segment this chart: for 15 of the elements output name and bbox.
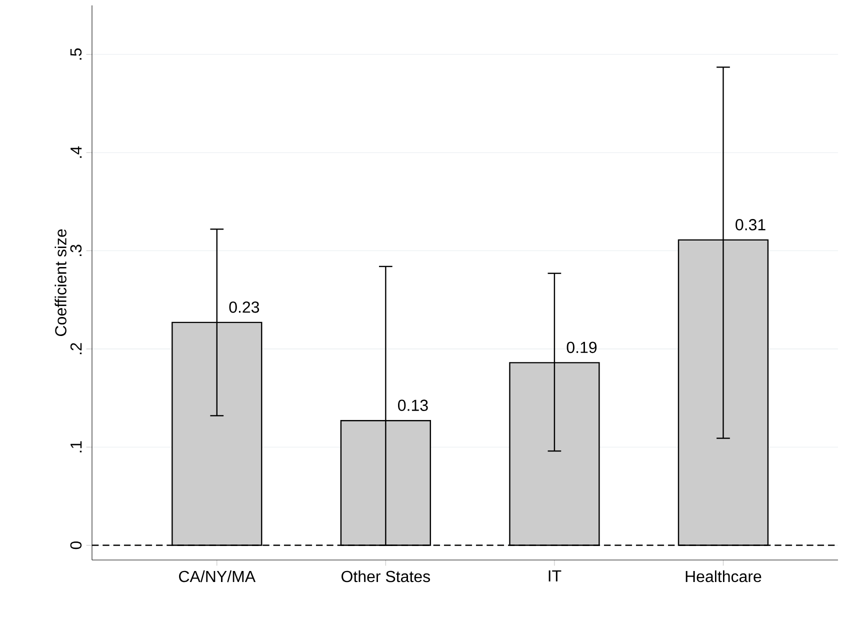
y-tick-label: .1 xyxy=(70,441,82,452)
y-tick-label: .4 xyxy=(70,146,82,158)
y-tick-label: 0 xyxy=(70,541,82,550)
data-label: 0.13 xyxy=(398,400,428,411)
x-tick-label: Healthcare xyxy=(686,570,762,582)
y-tick-label: .3 xyxy=(70,244,82,256)
y-tick-label: .2 xyxy=(70,343,82,354)
x-tick-label: IT xyxy=(548,570,562,582)
y-axis-title: Coefficient size xyxy=(54,229,66,336)
data-label: 0.31 xyxy=(736,219,766,230)
x-tick-label: Other States xyxy=(342,570,430,582)
y-tick-label: .5 xyxy=(70,48,82,60)
data-label: 0.19 xyxy=(566,342,597,354)
data-label: 0.23 xyxy=(229,302,260,313)
x-tick-label: CA/NY/MA xyxy=(179,570,256,582)
